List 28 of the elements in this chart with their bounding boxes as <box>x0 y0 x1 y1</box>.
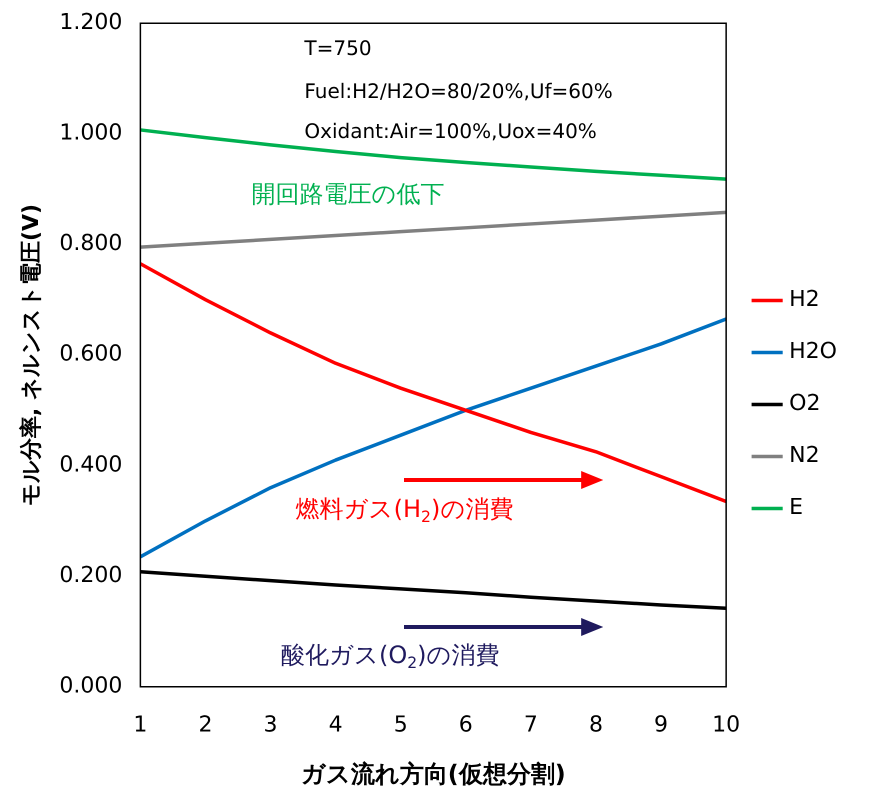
x-axis-title: ガス流れ方向(仮想分割) <box>300 760 566 788</box>
annotation: Oxidant:Air=100%,Uox=40% <box>304 118 597 143</box>
y-tick-label: 0.200 <box>59 562 122 588</box>
legend-label: H2O <box>789 339 838 364</box>
annotation: Fuel:H2/H2O=80/20%,Uf=60% <box>304 79 613 104</box>
annotation: T=750 <box>303 36 372 60</box>
x-tick-label: 9 <box>654 712 668 738</box>
y-tick-label: 0.000 <box>59 674 122 699</box>
y-tick-label: 0.400 <box>59 452 122 478</box>
x-tick-label: 5 <box>394 712 408 738</box>
x-tick-label: 8 <box>588 712 603 738</box>
legend-label: N2 <box>789 443 820 468</box>
legend-label: H2 <box>789 287 820 312</box>
x-tick-label: 3 <box>264 712 278 738</box>
x-tick-label: 1 <box>133 712 148 738</box>
x-tick-label: 2 <box>198 712 212 738</box>
x-tick-label: 10 <box>712 712 740 738</box>
annotation: 開回路電圧の低下 <box>252 180 445 208</box>
y-tick-label: 1.000 <box>59 120 122 146</box>
y-axis-title: モル分率, ネルンスト電圧(V) <box>18 204 44 506</box>
y-tick-label: 0.600 <box>59 342 122 367</box>
x-tick-label: 4 <box>328 712 343 738</box>
x-tick-label: 6 <box>458 712 473 738</box>
y-tick-label: 1.200 <box>59 10 122 35</box>
x-tick-label: 7 <box>524 712 538 738</box>
legend-label: E <box>789 495 804 520</box>
y-tick-label: 0.800 <box>59 231 122 256</box>
legend-label: O2 <box>789 391 820 416</box>
